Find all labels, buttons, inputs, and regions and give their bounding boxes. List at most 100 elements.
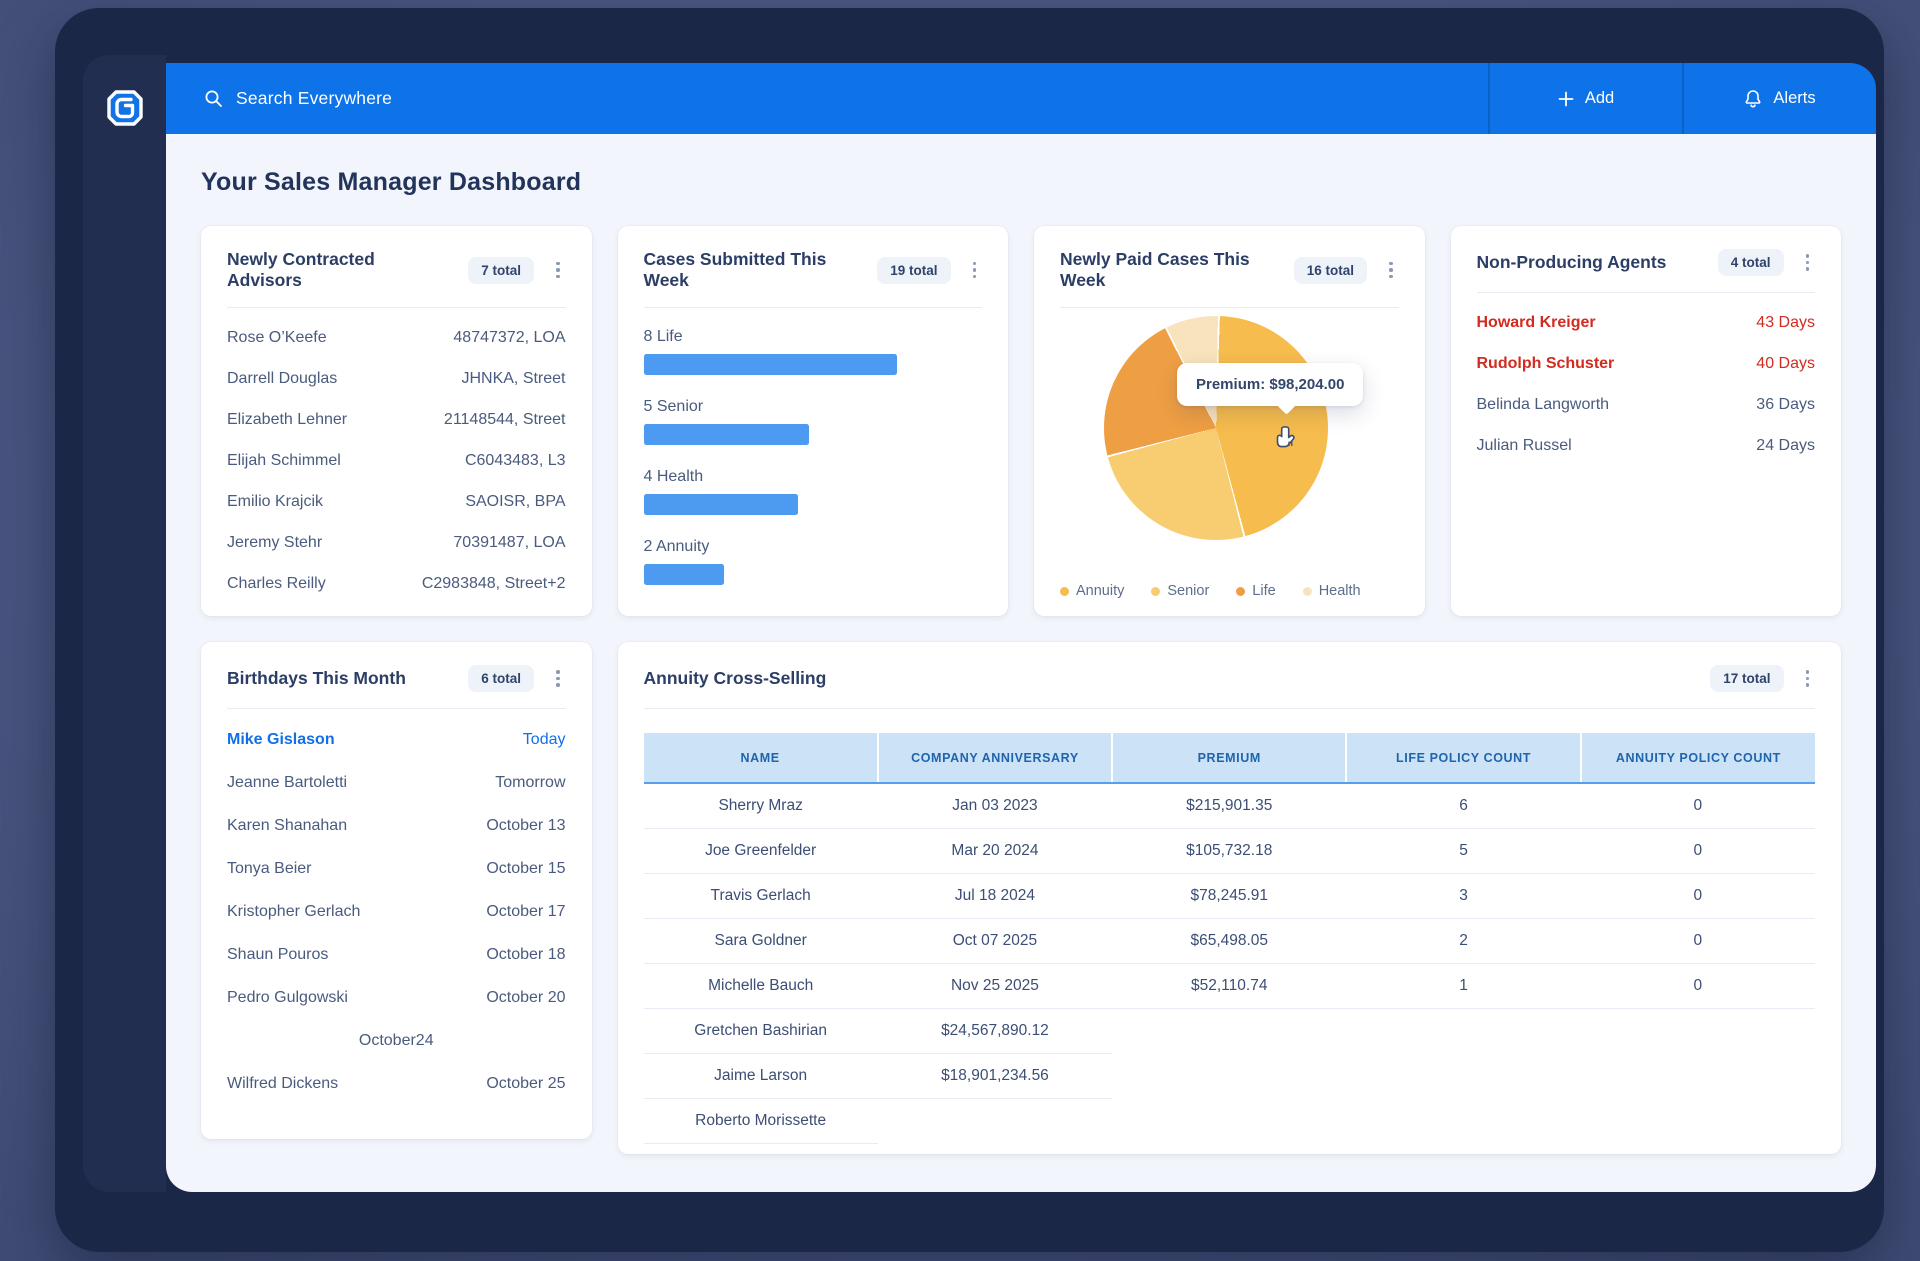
item-value: 70391487, LOA [453,533,566,551]
table-row[interactable]: Jaime Larson $18,901,234.56 [643,1053,1816,1099]
app-logo-icon[interactable] [102,85,148,131]
list-item[interactable]: Darrell Douglas JHNKA, Street [227,358,566,399]
bar-group: 5 Senior [643,398,983,445]
item-name: Howard Kreiger [1476,313,1596,331]
item-name: Shaun Pouros [227,945,329,963]
card-non-producing-agents: Non-Producing Agents 4 total Howard Krei… [1450,226,1841,616]
list-item[interactable]: Elijah Schimmel C6043483, L3 [227,440,566,481]
search-placeholder: Search Everywhere [236,88,393,108]
table-cell: Mar 20 2024 [877,828,1113,874]
more-options-icon[interactable] [967,258,983,283]
item-value: October24 [358,1031,434,1049]
table-row[interactable]: Joe Greenfelder Mar 20 2024 $105,732.18 5 0 [643,828,1815,874]
list-item[interactable]: Shaun Pouros October 18 [227,933,566,976]
list-item[interactable]: Karen Shanahan October 13 [227,804,566,847]
item-value: October 20 [486,988,566,1006]
page-title: Your Sales Manager Dashboard [201,168,582,196]
bar-annuity[interactable] [643,564,724,585]
legend-item-health[interactable]: Health [1302,583,1361,599]
paid-cases-pie-chart[interactable] [1104,316,1328,540]
more-options-icon[interactable] [1800,250,1816,275]
list-item[interactable]: Elizabeth Lehner 21148544, Street [227,399,566,440]
list-item[interactable]: Pedro Gulgowski October 20 [227,976,566,1019]
advisors-list: Rose O’Keefe 48747372, LOA Darrell Douglas… [227,317,566,604]
table-row[interactable]: Gretchen Bashirian $24,567,890.12 [643,1008,1816,1054]
list-item[interactable]: Julian Russel 24 Days [1477,425,1816,466]
list-item[interactable]: Emilio Krajcik SAOISR, BPA [227,481,566,522]
bar-senior[interactable] [643,424,810,445]
list-item[interactable]: Mike Gislason Today [227,718,566,761]
card-title: Newly Contracted Advisors [227,249,375,290]
column-header[interactable]: Premium [1111,733,1347,784]
table-row[interactable]: Sara Goldner Oct 07 2025 $65,498.05 2 0 [643,918,1815,964]
bell-icon [1745,90,1761,108]
total-badge: 17 total [1710,665,1784,692]
add-button[interactable]: Add [1488,63,1682,134]
table-row[interactable]: Sherry Mraz Jan 03 2023 $215,901.35 6 0 [643,783,1815,829]
table-cell: $65,498.05 [1112,918,1347,964]
column-header[interactable]: Life Policy Count [1345,733,1581,784]
legend-dot-icon [1302,586,1312,596]
table-cell: 0 [1580,783,1815,829]
list-item[interactable]: Jeremy Stehr 70391487, LOA [227,522,566,563]
item-name: Rudolph Schuster [1476,354,1615,372]
bar-life[interactable] [643,354,898,375]
table-cell: Oct 07 2025 [877,918,1113,964]
item-value: October 25 [486,1074,566,1092]
more-options-icon[interactable] [550,666,566,691]
item-value: October 17 [486,902,566,920]
table-row[interactable]: Michelle Bauch Nov 25 2025 $52,110.74 1 0 [643,963,1815,1009]
item-value: 40 Days [1756,354,1815,372]
bar-health[interactable] [643,494,798,515]
more-options-icon[interactable] [1383,258,1399,283]
table-cell: $24,567,890.12 [877,1008,1113,1054]
list-item[interactable]: Howard Kreiger 43 Days [1477,302,1816,343]
table-row[interactable]: Roberto Morissette [643,1098,1816,1144]
item-name: Mike Gislason [227,730,335,748]
item-value: October 15 [486,859,566,877]
alerts-button[interactable]: Alerts [1682,63,1876,134]
list-item[interactable]: Kristopher Gerlach October 17 [227,890,566,933]
legend-item-annuity[interactable]: Annuity [1060,583,1124,599]
list-item[interactable]: Charles Reilly C2983848, Street+2 [227,563,566,604]
main-column: Search Everywhere Add Alerts [166,55,1876,1192]
list-item[interactable]: Rudolph Schuster 40 Days [1477,343,1816,384]
item-value: SAOISR, BPA [465,492,566,510]
table-cell: Jan 03 2023 [877,783,1113,829]
item-value: October 13 [486,816,566,834]
table-cell: Sherry Mraz [643,783,878,829]
list-item[interactable]: Belinda Langworth 36 Days [1477,384,1816,425]
item-name: Belinda Langworth [1476,395,1610,413]
column-header[interactable]: Company Anniversary [876,733,1113,784]
table-cell: $18,901,234.56 [877,1053,1113,1099]
item-name: Tonya Beier [227,859,312,877]
bar-group: 4 Health [643,468,983,515]
legend-item-life[interactable]: Life [1236,583,1276,599]
item-name: Karen Shanahan [227,816,348,834]
item-name: Wilfred Dickens [227,1074,339,1092]
list-item[interactable]: Rose O’Keefe 48747372, LOA [227,317,566,358]
list-item[interactable]: October24 [227,1019,566,1062]
add-button-label: Add [1584,89,1615,107]
item-name: Pedro Gulgowski [227,988,348,1006]
bar-label: 2 Annuity [643,538,710,555]
legend-label: Senior [1167,583,1210,599]
item-name: Jeanne Bartoletti [227,773,348,791]
more-options-icon[interactable] [550,258,566,283]
search-icon [205,90,222,107]
card-newly-contracted-advisors: Newly Contracted Advisors 7 total Rose O… [201,226,592,616]
topbar: Search Everywhere Add Alerts [166,63,1876,134]
list-item[interactable]: Tonya Beier October 15 [227,847,566,890]
legend-item-senior[interactable]: Senior [1151,583,1209,599]
card-title: Cases Submitted This Week [643,249,827,290]
total-badge: 19 total [877,256,951,284]
search-input[interactable]: Search Everywhere [166,63,1488,134]
list-item[interactable]: Wilfred Dickens October 25 [227,1062,566,1105]
table-row[interactable]: Travis Gerlach Jul 18 2024 $78,245.91 3 0 [643,873,1815,919]
column-header[interactable]: Annuity Policy Count [1579,733,1815,784]
list-item[interactable]: Jeanne Bartoletti Tomorrow [227,761,566,804]
table-cell: 1 [1346,963,1581,1009]
column-header[interactable]: Name [643,733,878,784]
more-options-icon[interactable] [1800,666,1816,691]
bar-label: 8 Life [643,328,683,345]
